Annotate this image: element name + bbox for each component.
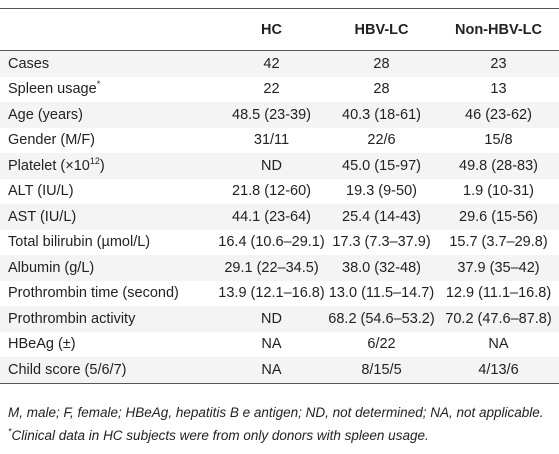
table-cell: 44.1 (23-64)	[232, 208, 311, 225]
table-cell: 37.9 (35–42)	[457, 259, 540, 276]
table-row: Age (years) 48.5 (23-39) 40.3 (18-61) 46 (2…	[0, 102, 559, 128]
row-label: Total bilirubin (µmol/L)	[0, 230, 218, 256]
label-superscript: *	[96, 79, 101, 90]
footnote-text: M, male; F, female; HBeAg, hepatitis B e…	[8, 405, 544, 420]
table-cell: 25.4 (14-43)	[342, 208, 421, 225]
table-cell: 45.0 (15-97)	[342, 157, 421, 174]
row-label: HBeAg (±)	[0, 332, 218, 358]
table-cell: 4/13/6	[438, 357, 559, 384]
table-cell: 13	[490, 81, 507, 98]
table-cell: 46 (23-62)	[465, 106, 532, 123]
table-cell: 31/11	[253, 132, 290, 149]
table-row: HBeAg (±) NA 6/22 NA	[0, 332, 559, 358]
table-row: Prothrombin time (second) 13.9 (12.1–16.8…	[0, 281, 559, 307]
table-cell: 22/6	[367, 132, 396, 149]
table-row: Platelet (×1012) ND 45.0 (15-97) 49.8 (28-8…	[0, 153, 559, 179]
table-cell: ND	[261, 310, 282, 327]
row-label: Age (years)	[0, 102, 218, 128]
label-text: Albumin (g/L)	[8, 259, 95, 276]
table-cell: 8/15/5	[325, 357, 438, 384]
footnote-text: Clinical data in HC subjects were from o…	[11, 428, 429, 443]
label-text: ALT (IU/L)	[8, 183, 74, 200]
label-text: Age (years)	[8, 106, 83, 123]
table-cell: 28	[373, 81, 390, 98]
table-cell: 38.0 (32-48)	[342, 259, 421, 276]
table-cell: 49.8 (28-83)	[459, 157, 538, 174]
table-cell: 15/8	[484, 132, 513, 149]
table-cell: 23	[490, 55, 507, 72]
row-label: AST (IU/L)	[0, 204, 218, 230]
table-cell: 13.0 (11.5–14.7)	[328, 285, 435, 302]
data-table: HC HBV-LC Non-HBV-LC Cases 42 28 23 Spleen usa…	[0, 8, 559, 384]
column-header: HBV-LC	[325, 8, 438, 51]
column-header: Non-HBV-LC	[438, 8, 559, 51]
table-cell: 1.9 (10-31)	[463, 183, 534, 200]
column-header: HC	[218, 8, 325, 51]
footnotes: M, male; F, female; HBeAg, hepatitis B e…	[8, 401, 553, 447]
table-row: Cases 42 28 23	[0, 50, 559, 77]
table-cell: 17.3 (7.3–37.9)	[332, 234, 431, 251]
table-row: Total bilirubin (µmol/L) 16.4 (10.6–29.1)…	[0, 230, 559, 256]
table-cell: 29.1 (22–34.5)	[224, 259, 319, 276]
table-cell: 22	[263, 81, 280, 98]
row-label: Prothrombin activity	[0, 306, 218, 332]
table-cell: NA	[218, 357, 325, 384]
table-row: Spleen usage* 22 28 13	[0, 77, 559, 103]
row-label: Cases	[0, 51, 218, 77]
label-text: Prothrombin time (second)	[8, 285, 179, 302]
label-text: )	[99, 157, 105, 174]
table-cell: 16.4 (10.6–29.1)	[218, 234, 325, 251]
table-cell: 21.8 (12-60)	[232, 183, 311, 200]
table-cell: NA	[261, 336, 282, 353]
table-cell: 70.2 (47.6–87.8)	[445, 310, 552, 327]
table-cell: ND	[261, 157, 282, 174]
label-text: Child score (5/6/7)	[8, 361, 127, 378]
table-row: ALT (IU/L) 21.8 (12-60) 19.3 (9-50) 1.9 (10…	[0, 179, 559, 205]
table-cell: 28	[373, 55, 390, 72]
label-text: Total bilirubin (µmol/L)	[8, 234, 151, 251]
table-cell: 42	[263, 55, 280, 72]
row-label: Platelet (×1012)	[0, 153, 218, 179]
table-cell: NA	[488, 336, 509, 353]
table-cell: 12.9 (11.1–16.8)	[445, 285, 552, 302]
table-row: Albumin (g/L) 29.1 (22–34.5) 38.0 (32-48) 3…	[0, 255, 559, 281]
table-cell: 40.3 (18-61)	[342, 106, 421, 123]
table-row: Gender (M/F) 31/11 22/6 15/8	[0, 128, 559, 154]
footnote: *Clinical data in HC subjects were from …	[8, 424, 553, 447]
table-cell: 15.7 (3.7–29.8)	[449, 234, 548, 251]
table-cell: 19.3 (9-50)	[346, 183, 417, 200]
table-row: AST (IU/L) 44.1 (23-64) 25.4 (14-43) 29.6 (…	[0, 204, 559, 230]
footnote-mark: *	[8, 426, 12, 437]
row-label: Gender (M/F)	[0, 128, 218, 154]
label-superscript: 12	[89, 155, 100, 166]
footnote: M, male; F, female; HBeAg, hepatitis B e…	[8, 401, 553, 424]
table-row: Prothrombin activity ND 68.2 (54.6–53.2) 70…	[0, 306, 559, 332]
label-text: Spleen usage	[8, 81, 97, 98]
label-text: Gender (M/F)	[8, 132, 96, 149]
row-label: Prothrombin time (second)	[0, 281, 218, 307]
row-label: Child score (5/6/7)	[0, 357, 218, 384]
header-cell	[0, 8, 218, 51]
label-text: AST (IU/L)	[8, 208, 77, 225]
label-text: Cases	[8, 55, 50, 72]
row-label: Albumin (g/L)	[0, 255, 218, 281]
label-text: Platelet (×10	[8, 157, 90, 174]
row-label: ALT (IU/L)	[0, 179, 218, 205]
row-label: Spleen usage*	[0, 77, 218, 103]
header-row: HC HBV-LC Non-HBV-LC	[0, 8, 559, 51]
label-text: HBeAg (±)	[8, 336, 76, 353]
table-cell: 68.2 (54.6–53.2)	[328, 310, 435, 327]
table-cell: 13.9 (12.1–16.8)	[218, 285, 325, 302]
table-cell: 29.6 (15-56)	[459, 208, 538, 225]
table-cell: 48.5 (23-39)	[232, 106, 311, 123]
table-cell: 6/22	[367, 336, 396, 353]
label-text: Prothrombin activity	[8, 310, 136, 327]
table-row: Child score (5/6/7) NA 8/15/5 4/13/6	[0, 357, 559, 384]
